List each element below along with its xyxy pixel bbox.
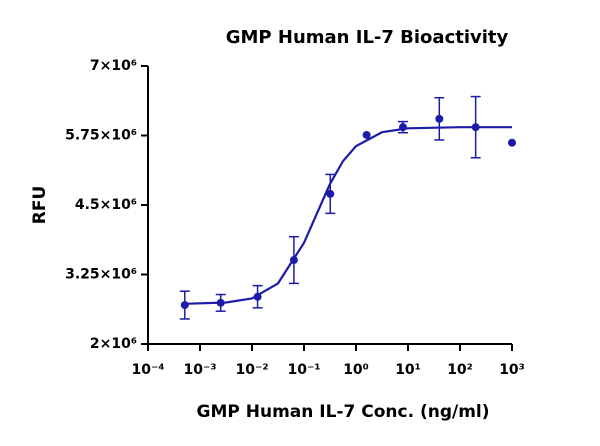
data-point [398,123,407,132]
y-tick-label: 4.5×10⁶ [75,197,137,213]
x-tick-label: 10⁻¹ [287,362,320,378]
data-point [362,130,371,139]
x-tick-label: 10⁰ [343,362,369,378]
data-point [216,298,225,307]
x-tick-label: 10² [447,362,473,378]
x-tick-label: 10³ [499,362,525,378]
data-point [253,292,262,301]
y-tick-label: 7×10⁶ [90,58,137,74]
y-axis-label: RFU [30,186,50,225]
data-point [289,256,298,265]
x-tick-label: 10¹ [395,362,421,378]
x-axis-label: GMP Human IL-7 Conc. (ng/ml) [196,402,489,422]
y-tick-label: 5.75×10⁶ [65,128,137,144]
x-tick-label: 10⁻⁴ [131,362,164,378]
y-tick-label: 2×10⁶ [90,336,137,352]
data-point [326,189,335,198]
x-tick-label: 10⁻² [235,362,268,378]
data-point [180,301,189,310]
chart-title: GMP Human IL-7 Bioactivity [226,27,509,48]
data-point [471,123,480,132]
data-point [508,138,516,147]
data-point [435,114,444,123]
y-tick-label: 3.25×10⁶ [65,267,137,283]
fit-curve [184,126,512,305]
x-tick-label: 10⁻³ [183,362,216,378]
